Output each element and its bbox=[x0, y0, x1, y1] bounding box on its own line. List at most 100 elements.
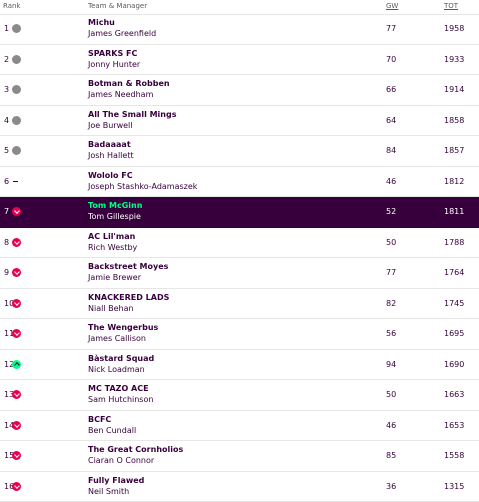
manager-name: Ciaran O Connor bbox=[88, 456, 154, 466]
team-name-link[interactable]: MC TAZO ACE bbox=[88, 384, 149, 394]
total-points: 1812 bbox=[444, 177, 464, 187]
total-points: 1695 bbox=[444, 329, 464, 339]
rank-number: 5 bbox=[4, 146, 9, 156]
manager-name: Rich Westby bbox=[88, 243, 137, 253]
manager-name: Neil Smith bbox=[88, 487, 129, 497]
rank-down-icon bbox=[12, 329, 21, 338]
team-name-link[interactable]: Backstreet Moyes bbox=[88, 262, 168, 272]
rank-down-icon bbox=[12, 482, 21, 491]
rank-number: 6 bbox=[4, 177, 9, 187]
team-name-link[interactable]: Badaaaat bbox=[88, 140, 131, 150]
total-points: 1858 bbox=[444, 116, 464, 126]
total-points: 1653 bbox=[444, 421, 464, 431]
rank-same-icon bbox=[12, 55, 21, 64]
rank-number: 3 bbox=[4, 85, 9, 95]
manager-name: Niall Behan bbox=[88, 304, 134, 314]
rank-number: 8 bbox=[4, 238, 9, 248]
gameweek-points: 52 bbox=[386, 207, 396, 217]
team-name-link[interactable]: Michu bbox=[88, 18, 115, 28]
team-name-link[interactable]: AC Lil'man bbox=[88, 232, 135, 242]
manager-name: Jonny Hunter bbox=[88, 60, 140, 70]
total-points: 1933 bbox=[444, 55, 464, 65]
gameweek-points: 36 bbox=[386, 482, 396, 492]
total-points: 1558 bbox=[444, 451, 464, 461]
manager-name: Ben Cundall bbox=[88, 426, 136, 436]
total-points: 1857 bbox=[444, 146, 464, 156]
rank-dash-icon bbox=[13, 181, 18, 182]
manager-name: Jamie Brewer bbox=[88, 273, 141, 283]
rank-same-icon bbox=[12, 116, 21, 125]
total-points: 1914 bbox=[444, 85, 464, 95]
rank-down-icon bbox=[12, 268, 21, 277]
team-name-link[interactable]: Fully Flawed bbox=[88, 476, 144, 486]
gameweek-points: 94 bbox=[386, 360, 396, 370]
team-name-link[interactable]: Tom McGinn bbox=[88, 201, 142, 211]
rank-same-icon bbox=[12, 146, 21, 155]
total-points: 1958 bbox=[444, 24, 464, 34]
gameweek-points: 50 bbox=[386, 390, 396, 400]
manager-name: James Callison bbox=[88, 334, 146, 344]
rank-number: 7 bbox=[4, 207, 9, 217]
rank-column-header: Rank bbox=[3, 2, 21, 11]
gameweek-points: 66 bbox=[386, 85, 396, 95]
total-points: 1745 bbox=[444, 299, 464, 309]
rank-down-icon bbox=[12, 421, 21, 430]
manager-name: Joseph Stashko-Adamaszek bbox=[88, 182, 197, 192]
gw-column-header[interactable]: GW bbox=[386, 2, 398, 11]
rank-down-icon bbox=[12, 299, 21, 308]
rank-number: 9 bbox=[4, 268, 9, 278]
manager-name: Nick Loadman bbox=[88, 365, 145, 375]
rank-down-icon bbox=[12, 451, 21, 460]
team-name-link[interactable]: The Wengerbus bbox=[88, 323, 158, 333]
total-points: 1315 bbox=[444, 482, 464, 492]
manager-name: James Needham bbox=[88, 90, 153, 100]
team-name-link[interactable]: KNACKERED LADS bbox=[88, 293, 169, 303]
rank-up-icon bbox=[12, 360, 21, 369]
rank-number: 2 bbox=[4, 55, 9, 65]
manager-name: Josh Hallett bbox=[88, 151, 134, 161]
team-name-link[interactable]: Wololo FC bbox=[88, 171, 133, 181]
rank-number: 4 bbox=[4, 116, 9, 126]
manager-name: James Greenfield bbox=[88, 29, 156, 39]
standings-header: Rank Team & Manager GW TOT bbox=[0, 0, 479, 15]
team-name-link[interactable]: Botman & Robben bbox=[88, 79, 170, 89]
tot-column-header[interactable]: TOT bbox=[444, 2, 458, 11]
gameweek-points: 77 bbox=[386, 268, 396, 278]
manager-name: Sam Hutchinson bbox=[88, 395, 153, 405]
team-name-link[interactable]: SPARKS FC bbox=[88, 49, 137, 59]
gameweek-points: 84 bbox=[386, 146, 396, 156]
team-name-link[interactable]: All The Small Mings bbox=[88, 110, 176, 120]
gameweek-points: 70 bbox=[386, 55, 396, 65]
gameweek-points: 82 bbox=[386, 299, 396, 309]
gameweek-points: 85 bbox=[386, 451, 396, 461]
gameweek-points: 46 bbox=[386, 177, 396, 187]
total-points: 1764 bbox=[444, 268, 464, 278]
team-name-link[interactable]: Bàstard Squad bbox=[88, 354, 154, 364]
total-points: 1788 bbox=[444, 238, 464, 248]
team-name-link[interactable]: BCFC bbox=[88, 415, 111, 425]
team-manager-column-header: Team & Manager bbox=[88, 2, 147, 11]
gameweek-points: 77 bbox=[386, 24, 396, 34]
manager-name: Joe Burwell bbox=[88, 121, 132, 131]
gameweek-points: 50 bbox=[386, 238, 396, 248]
total-points: 1690 bbox=[444, 360, 464, 370]
rank-number: 1 bbox=[4, 24, 9, 34]
rank-same-icon bbox=[12, 85, 21, 94]
team-name-link[interactable]: The Great Cornholios bbox=[88, 445, 183, 455]
